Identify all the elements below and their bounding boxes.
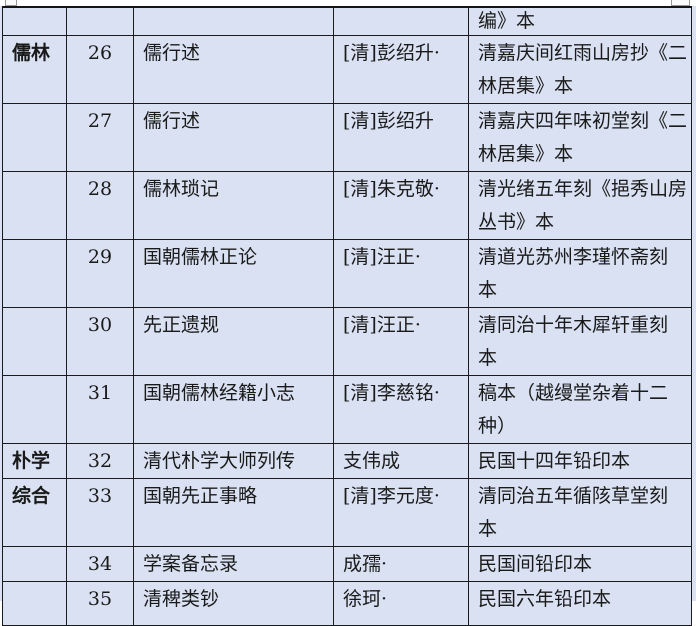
cell-number: 28 xyxy=(66,171,134,240)
cell-author: [清]彭绍升· xyxy=(333,35,469,104)
cell-category xyxy=(2,546,67,582)
cell-edition: 民国间铅印本 xyxy=(468,546,692,582)
table-row-28: 28 儒林琐记 [清]朱克敬· 清光绪五年刻《挹秀山房 丛书》本 xyxy=(2,171,692,240)
cell-category: 朴学 xyxy=(2,443,67,479)
cell-title: 儒林琐记 xyxy=(133,171,334,240)
cell-edition: 稿本（越缦堂杂着十二 种） xyxy=(468,375,692,444)
cell-author: [清]汪正· xyxy=(333,239,469,308)
table-move-handle[interactable] xyxy=(5,0,17,6)
cell-number xyxy=(66,6,134,36)
table-row-34: 34 学案备忘录 成孺· 民国间铅印本 xyxy=(2,546,692,582)
table-row-31: 31 国朝儒林经籍小志 [清]李慈铭· 稿本（越缦堂杂着十二 种） xyxy=(2,375,692,444)
cell-category xyxy=(2,307,67,376)
cell-author: 成孺· xyxy=(333,546,469,582)
cell-category: 儒林 xyxy=(2,35,67,104)
cell-edition: 清同治五年循陔草堂刻 本 xyxy=(468,478,692,547)
table-resize-handle[interactable] xyxy=(671,0,690,6)
table-row-continuation: 编》本 xyxy=(2,6,692,36)
cell-title xyxy=(133,6,334,36)
cell-title: 清代朴学大师列传 xyxy=(133,443,334,479)
cell-author: [清]彭绍升 xyxy=(333,103,469,172)
cell-edition: 民国十四年铅印本 xyxy=(468,443,692,479)
cell-number: 34 xyxy=(66,546,134,582)
cell-number: 31 xyxy=(66,375,134,444)
cell-category xyxy=(2,6,67,36)
cell-category xyxy=(2,581,67,626)
table-row-32: 朴学 32 清代朴学大师列传 支伟成 民国十四年铅印本 xyxy=(2,443,692,479)
cell-title: 清稗类钞 xyxy=(133,581,334,626)
cell-title: 儒行述 xyxy=(133,35,334,104)
cell-title: 国朝儒林正论 xyxy=(133,239,334,308)
cell-edition: 清同治十年木犀轩重刻 本 xyxy=(468,307,692,376)
cell-category xyxy=(2,103,67,172)
cell-edition: 清道光苏州李瑾怀斋刻 本 xyxy=(468,239,692,308)
cell-edition: 清嘉庆四年味初堂刻《二 林居集》本 xyxy=(468,103,692,172)
cell-category xyxy=(2,375,67,444)
cell-number: 29 xyxy=(66,239,134,308)
cell-edition: 清嘉庆间红雨山房抄《二 林居集》本 xyxy=(468,35,692,104)
cell-author: 支伟成 xyxy=(333,443,469,479)
table-row-30: 30 先正遗规 [清]汪正· 清同治十年木犀轩重刻 本 xyxy=(2,307,692,376)
cell-title: 国朝儒林经籍小志 xyxy=(133,375,334,444)
table-row-26: 儒林 26 儒行述 [清]彭绍升· 清嘉庆间红雨山房抄《二 林居集》本 xyxy=(2,35,692,104)
cell-edition: 清光绪五年刻《挹秀山房 丛书》本 xyxy=(468,171,692,240)
cell-title: 国朝先正事略 xyxy=(133,478,334,547)
cell-title: 学案备忘录 xyxy=(133,546,334,582)
cell-author xyxy=(333,6,469,36)
cell-category: 综合 xyxy=(2,478,67,547)
table-row-35: 35 清稗类钞 徐珂· 民国六年铅印本 xyxy=(2,581,692,626)
cell-number: 33 xyxy=(66,478,134,547)
cell-edition: 编》本 xyxy=(468,6,692,36)
table-row-27: 27 儒行述 [清]彭绍升 清嘉庆四年味初堂刻《二 林居集》本 xyxy=(2,103,692,172)
table-row-29: 29 国朝儒林正论 [清]汪正· 清道光苏州李瑾怀斋刻 本 xyxy=(2,239,692,308)
cell-number: 35 xyxy=(66,581,134,626)
cell-number: 27 xyxy=(66,103,134,172)
cell-author: [清]汪正· xyxy=(333,307,469,376)
cell-title: 先正遗规 xyxy=(133,307,334,376)
cell-number: 26 xyxy=(66,35,134,104)
cell-number: 30 xyxy=(66,307,134,376)
cell-edition: 民国六年铅印本 xyxy=(468,581,692,626)
cell-author: [清]朱克敬· xyxy=(333,171,469,240)
bibliography-table: 编》本 儒林 26 儒行述 [清]彭绍升· 清嘉庆间红雨山房抄《二 林居集》本 … xyxy=(2,6,692,626)
cell-number: 32 xyxy=(66,443,134,479)
cell-title: 儒行述 xyxy=(133,103,334,172)
cell-category xyxy=(2,171,67,240)
cell-category xyxy=(2,239,67,308)
table-row-33: 综合 33 国朝先正事略 [清]李元度· 清同治五年循陔草堂刻 本 xyxy=(2,478,692,547)
cell-author: [清]李慈铭· xyxy=(333,375,469,444)
cell-author: [清]李元度· xyxy=(333,478,469,547)
cell-author: 徐珂· xyxy=(333,581,469,626)
